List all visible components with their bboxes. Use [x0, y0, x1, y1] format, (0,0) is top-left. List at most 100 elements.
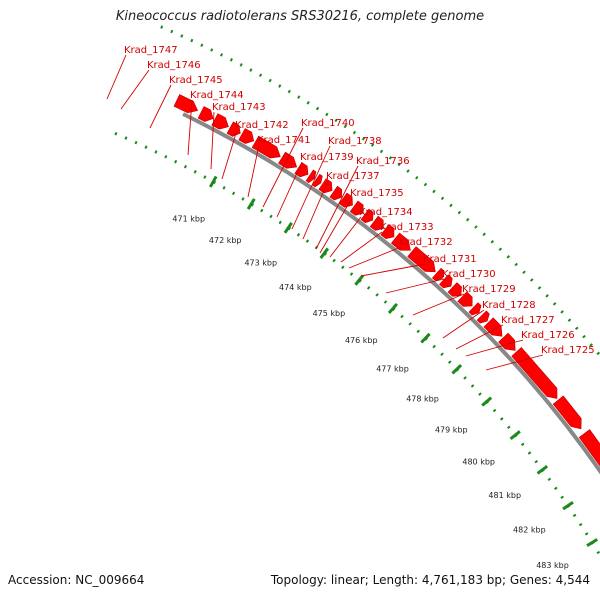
gene-arrow — [329, 185, 343, 201]
gene-leader-line — [106, 54, 127, 100]
scale-tick-label: 479 kbp — [435, 425, 468, 434]
scale-tick-label: 481 kbp — [488, 491, 521, 500]
scale-tick — [283, 222, 293, 234]
gene-arrow — [349, 200, 364, 216]
gene-arrow — [483, 317, 503, 337]
gene-label: Krad_1735 — [350, 188, 404, 199]
gene-arrow — [380, 224, 395, 240]
gene-label: Krad_1739 — [300, 152, 354, 163]
scale-tick-label: 480 kbp — [462, 458, 495, 467]
scale-tick — [354, 274, 365, 286]
gene-arrow — [251, 135, 281, 159]
gene-leader-line — [385, 278, 445, 294]
gene-leader-line — [360, 263, 426, 277]
gene-arrow — [278, 151, 298, 169]
scale-tick-label: 477 kbp — [376, 365, 409, 374]
gene-label: Krad_1734 — [359, 207, 413, 218]
gene-arrow — [312, 173, 323, 188]
gene-leader-line — [262, 127, 304, 208]
scale-tick — [319, 247, 330, 259]
gene-label: Krad_1737 — [326, 171, 380, 182]
gene-arrow — [431, 267, 445, 282]
scale-tick-label: 482 kbp — [513, 525, 546, 534]
gene-arrow — [369, 215, 384, 231]
scale-tick-label: 471 kbp — [172, 214, 205, 223]
scale-tick-label: 483 kbp — [536, 561, 569, 570]
gene-arrow — [226, 121, 241, 137]
gene-label: Krad_1740 — [301, 118, 355, 129]
gene-leader-line — [412, 293, 465, 316]
gene-label: Krad_1729 — [462, 284, 516, 295]
gene-label: Krad_1743 — [212, 102, 266, 113]
gene-arrow — [390, 232, 411, 251]
accession-text: Accession: NC_009664 — [8, 573, 145, 587]
gene-leader-line — [455, 324, 504, 350]
gene-leader-line — [210, 111, 215, 170]
gene-leader-line — [120, 69, 150, 110]
scale-tick-label: 473 kbp — [244, 259, 277, 268]
gene-leader-line — [348, 246, 402, 269]
gene-leader-line — [319, 197, 353, 254]
gene-leader-line — [149, 84, 172, 129]
scale-tick — [509, 430, 521, 441]
gene-labels: Krad_1747Krad_1746Krad_1745Krad_1744Krad… — [124, 45, 595, 356]
gene-arrow — [578, 429, 600, 467]
scale-tick-label: 474 kbp — [279, 283, 312, 292]
scale-tick-label: 476 kbp — [345, 336, 378, 345]
gene-arrow — [305, 169, 317, 183]
gene-arrow — [439, 274, 453, 289]
scale-ticks: 471 kbp 472 kbp 473 kbp 474 kbp 475 kbp 476 k… — [172, 175, 599, 570]
gene-label: Krad_1731 — [423, 254, 477, 265]
scale-tick-label: 478 kbp — [406, 394, 439, 403]
gene-label: Krad_1725 — [541, 345, 595, 356]
gene-leader-line — [485, 354, 544, 371]
gene-label: Krad_1728 — [482, 300, 536, 311]
gene-label: Krad_1742 — [235, 120, 289, 131]
scale-tick — [562, 501, 574, 511]
gene-leader-line — [221, 129, 238, 180]
gene-leader-line — [329, 216, 362, 258]
gene-arrow — [197, 106, 214, 122]
gene-arrow — [211, 113, 229, 130]
gene-label: Krad_1732 — [399, 237, 453, 248]
gene-label: Krad_1727 — [501, 315, 555, 326]
gene-label: Krad_1733 — [380, 222, 434, 233]
gene-leader-line — [187, 99, 193, 156]
gene-label: Krad_1726 — [521, 330, 575, 341]
gene-arrow — [447, 282, 462, 297]
gene-leader-line — [442, 309, 485, 339]
scale-tick — [586, 538, 599, 547]
gene-label-leaders — [106, 54, 544, 371]
gene-leader-line — [276, 161, 303, 218]
gene-label: Krad_1747 — [124, 45, 178, 56]
gene-label: Krad_1746 — [147, 60, 201, 71]
gene-leader-line — [315, 165, 359, 250]
gene-arrow — [476, 310, 490, 324]
genome-summary-text: Topology: linear; Length: 4,761,183 bp; … — [270, 573, 590, 587]
gene-label: Krad_1738 — [328, 136, 382, 147]
gene-arrow — [457, 291, 473, 307]
gene-leader-line — [247, 144, 260, 198]
gene-leader-line — [465, 339, 524, 357]
scale-tick — [451, 363, 463, 375]
scale-tick — [420, 332, 431, 344]
gene-arrow — [552, 395, 582, 430]
gene-label: Krad_1730 — [442, 269, 496, 280]
gene-leader-line — [291, 145, 331, 230]
scale-tick — [481, 396, 493, 407]
scale-tick-label: 472 kbp — [209, 236, 242, 245]
gene-label: Krad_1745 — [169, 75, 223, 86]
gene-arrow — [338, 192, 353, 208]
gene-label: Krad_1744 — [190, 90, 244, 101]
scale-tick — [208, 175, 218, 188]
gene-leader-line — [302, 180, 329, 240]
gene-arrow — [294, 162, 309, 178]
gene-arrow — [238, 128, 255, 144]
gene-leader-line — [340, 231, 383, 263]
scale-tick — [387, 302, 399, 314]
scale-tick — [536, 465, 549, 475]
scale-tick-label: 475 kbp — [313, 309, 346, 318]
gene-arrow — [407, 246, 436, 273]
